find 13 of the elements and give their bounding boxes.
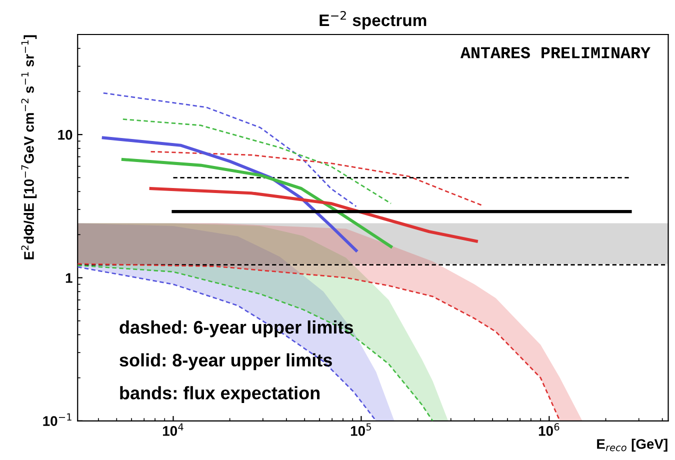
annotation: bands: flux expectation [120,386,320,403]
x-tick-label: 10$^{6}$ [538,423,560,436]
text: E$^{2}$dΦ/dE [10$^{−7}$GeV cm$^{−2}$ s$^{−1}$ sr$^{−1}$] [21,35,37,260]
x-tick-label: 10$^{4}$ [163,423,184,436]
chart-title: E$^{−2}$ spectrum [320,11,426,30]
annotation: ANTARES PRELIMINARY [460,47,650,58]
y-tick-label: 10 [58,130,72,140]
y-tick-label: 1 [66,273,72,283]
annotation: dashed: 6-year upper limits [120,320,354,338]
x-tick-label: 10$^{5}$ [350,423,372,436]
y-tick-label: 10$^{−1}$ [43,413,72,426]
x-axis-title: E$_{reco}$ [GeV] [597,438,668,452]
annotation: solid: 8-year upper limits [120,353,332,370]
